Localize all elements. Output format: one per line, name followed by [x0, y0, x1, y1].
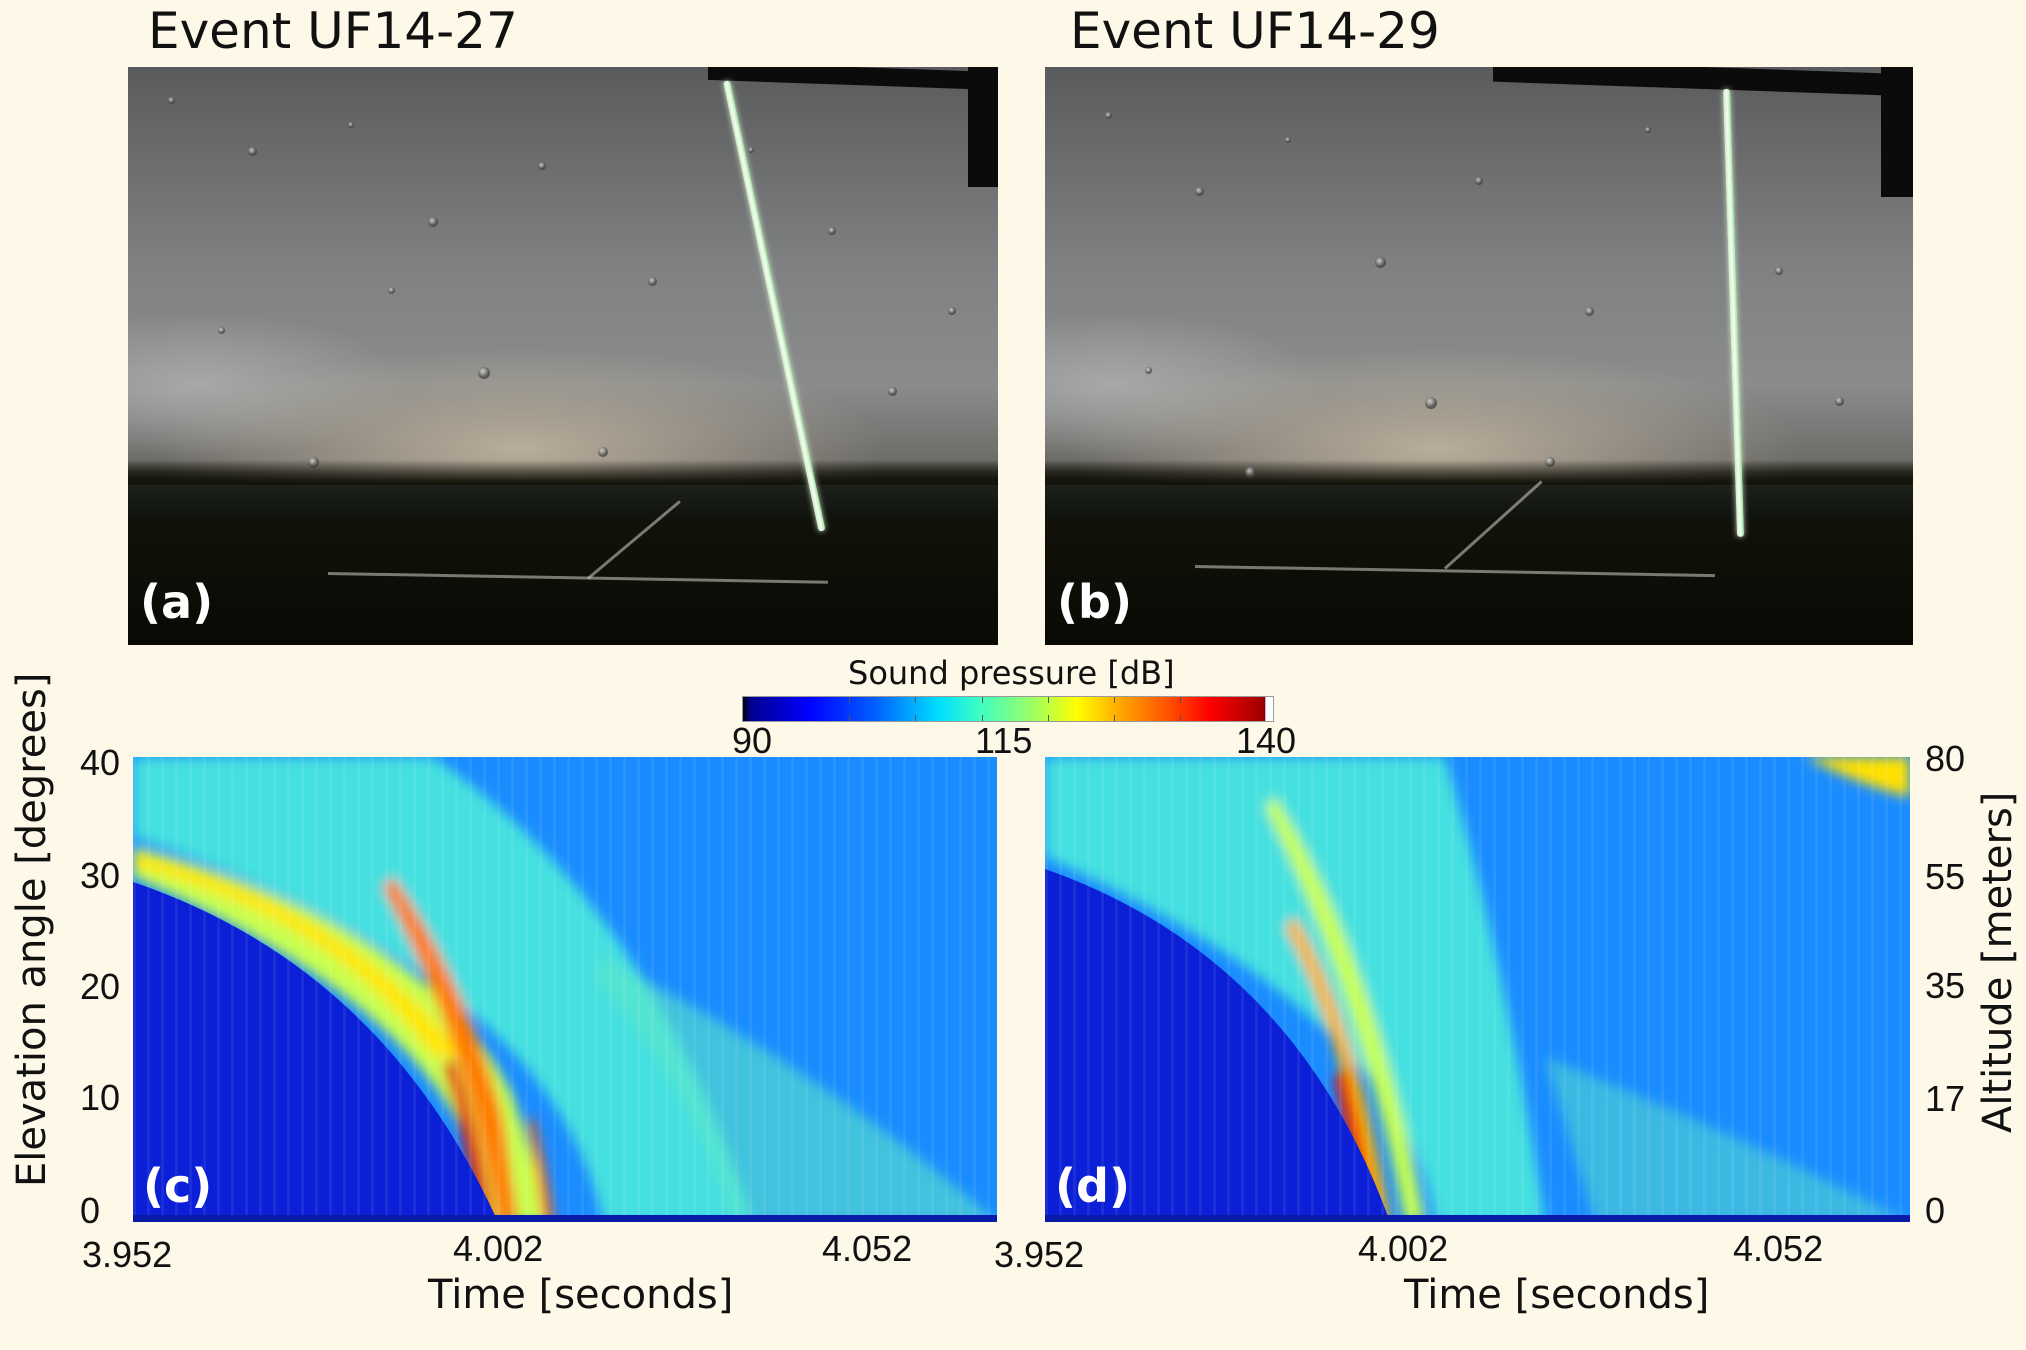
- raindrop: [598, 447, 608, 457]
- right-axis-title: Altitude [meters]: [1975, 791, 2021, 1133]
- alt-tick-35: 35: [1925, 965, 1966, 1006]
- colorbar-min-label: 90: [732, 720, 773, 761]
- left-axis-title: Elevation angle [degrees]: [9, 672, 55, 1187]
- raindrop: [948, 307, 956, 315]
- raindrop: [1375, 257, 1386, 268]
- alt-tick-17: 17: [1925, 1078, 1966, 1119]
- raindrop: [828, 227, 836, 235]
- raindrop: [1285, 137, 1291, 143]
- colorbar: [742, 696, 1274, 722]
- panel-d-label: (d): [1055, 1159, 1130, 1213]
- raindrop: [478, 367, 490, 379]
- x-tick-d-4002: 4.002: [1358, 1228, 1449, 1269]
- colorbar-title: Sound pressure [dB]: [848, 654, 1175, 692]
- y-tick-30: 30: [80, 855, 121, 896]
- x-tick-d-3952: 3.952: [994, 1234, 1085, 1275]
- raindrop: [388, 287, 395, 294]
- window-frame-edge: [968, 67, 998, 187]
- alt-tick-55: 55: [1925, 856, 1966, 897]
- alt-tick-80: 80: [1925, 738, 1966, 779]
- y-tick-10: 10: [80, 1077, 121, 1118]
- window-frame: [1493, 67, 1913, 97]
- raindrop: [308, 457, 319, 468]
- raindrop: [428, 217, 438, 227]
- raindrop: [1545, 457, 1555, 467]
- raindrop: [1775, 267, 1783, 275]
- raindrop: [1145, 367, 1152, 374]
- window-frame: [708, 67, 998, 91]
- raindrop: [1475, 177, 1483, 185]
- photo-panel-b: (b): [1045, 67, 1913, 645]
- raindrop: [748, 147, 754, 153]
- treeline: [128, 485, 998, 519]
- alt-tick-0: 0: [1925, 1190, 1946, 1231]
- raindrop: [168, 97, 175, 104]
- heatmap-panel-c: (c): [133, 757, 997, 1222]
- raindrop: [248, 147, 257, 156]
- raindrop: [348, 122, 354, 128]
- raindrop: [1195, 187, 1204, 196]
- lightning-channel: [1723, 88, 1745, 537]
- colorbar-mid-label: 115: [975, 720, 1033, 761]
- y-tick-20: 20: [80, 966, 121, 1007]
- y-tick-40: 40: [80, 742, 121, 783]
- raindrop: [1645, 127, 1651, 133]
- photo-panel-a: (a): [128, 67, 998, 645]
- x-tick-c-4052: 4.052: [822, 1228, 913, 1269]
- treeline: [1045, 485, 1913, 519]
- raindrop: [1585, 307, 1594, 316]
- y-tick-0: 0: [80, 1190, 101, 1231]
- window-frame-edge: [1881, 67, 1913, 197]
- panel-c-label: (c): [143, 1159, 213, 1213]
- lightning-channel: [723, 80, 826, 532]
- heatmap-panel-d: (d): [1045, 757, 1910, 1222]
- x-tick-c-4002: 4.002: [453, 1228, 544, 1269]
- x-axis-title-c: Time [seconds]: [428, 1272, 734, 1318]
- panel-b-label: (b): [1057, 575, 1132, 629]
- raindrop: [648, 277, 657, 286]
- x-tick-c-3952: 3.952: [82, 1234, 173, 1275]
- colorbar-max-label: 140: [1236, 720, 1297, 761]
- raindrop: [1105, 112, 1112, 119]
- raindrop: [1425, 397, 1437, 409]
- raindrop: [538, 162, 546, 170]
- panel-b-title: Event UF14-29: [1070, 2, 1440, 60]
- panel-a-title: Event UF14-27: [148, 2, 518, 60]
- raindrop: [1245, 467, 1256, 478]
- panel-a-label: (a): [140, 575, 214, 629]
- x-axis-title-d: Time [seconds]: [1404, 1272, 1710, 1318]
- ground-cable: [1194, 565, 1715, 578]
- raindrop: [218, 327, 225, 334]
- raindrop: [1835, 397, 1844, 406]
- raindrop: [888, 387, 897, 396]
- ground-cable: [327, 572, 828, 584]
- x-tick-d-4052: 4.052: [1733, 1228, 1824, 1269]
